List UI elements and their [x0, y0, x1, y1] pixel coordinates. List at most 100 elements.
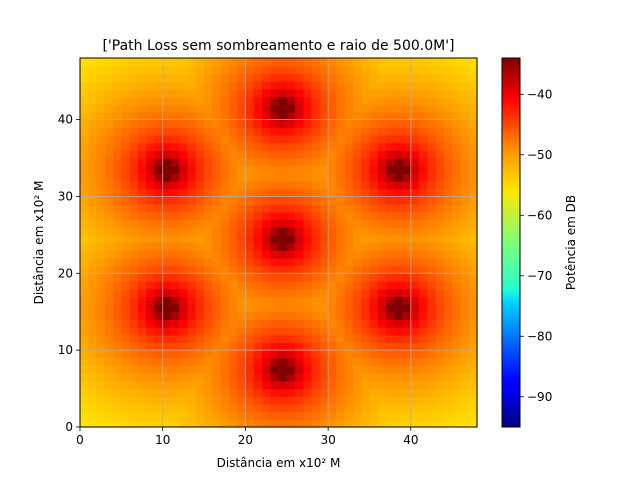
heatmap-cell [204, 280, 213, 290]
heatmap-cell [195, 373, 205, 382]
heatmap-cell [212, 296, 222, 305]
heatmap-cell [311, 211, 321, 221]
heatmap-cell [104, 334, 114, 344]
heatmap-cell [468, 396, 478, 405]
heatmap-cell [179, 250, 189, 259]
heatmap-cell [253, 173, 263, 182]
heatmap-cell [336, 173, 346, 182]
heatmap-cell [319, 411, 329, 420]
heatmap-cell [468, 65, 478, 74]
heatmap-cell [394, 403, 404, 413]
heatmap-cell [113, 81, 122, 90]
heatmap-cell [80, 357, 89, 367]
heatmap-cell [187, 265, 197, 274]
heatmap-cell [195, 357, 205, 367]
heatmap-cell [96, 104, 106, 113]
heatmap-cell [162, 165, 172, 174]
heatmap-cell [220, 219, 230, 228]
heatmap-cell [96, 173, 106, 182]
heatmap-cell [170, 365, 180, 374]
heatmap-cell [104, 134, 114, 144]
heatmap-cell [187, 296, 197, 305]
heatmap-cell [270, 96, 280, 105]
heatmap-cell [468, 134, 478, 144]
heatmap-cell [352, 211, 362, 221]
heatmap-cell [154, 304, 164, 313]
heatmap-cell [187, 219, 197, 228]
heatmap-cell [286, 81, 296, 90]
heatmap-cell [237, 373, 247, 382]
heatmap-cell [146, 388, 156, 397]
heatmap-cell [344, 380, 354, 390]
heatmap-cell [394, 342, 404, 351]
heatmap-cell [295, 411, 304, 420]
heatmap-cell [278, 396, 288, 405]
heatmap-cell [319, 219, 329, 228]
heatmap-cell [195, 380, 205, 390]
heatmap-cell [352, 234, 362, 244]
heatmap-cell [336, 234, 346, 244]
heatmap-cell [204, 88, 213, 98]
y-tick-label: 20 [58, 266, 73, 280]
heatmap-cell [253, 111, 263, 121]
heatmap-cell [427, 319, 437, 328]
heatmap-cell [270, 134, 280, 144]
heatmap-cell [137, 127, 147, 136]
heatmap-cell [369, 257, 379, 267]
heatmap-cell [137, 380, 147, 390]
heatmap-cell [319, 388, 329, 397]
heatmap-cell [212, 334, 222, 344]
heatmap-cell [386, 227, 395, 236]
heatmap-cell [270, 257, 280, 267]
heatmap-cell [88, 96, 98, 105]
heatmap-cell [452, 81, 462, 90]
heatmap-cell [179, 211, 189, 221]
heatmap-cell [113, 142, 122, 151]
heatmap-cell [295, 319, 304, 328]
heatmap-cell [410, 350, 420, 359]
heatmap-cell [303, 319, 313, 328]
heatmap-cell [443, 157, 453, 167]
heatmap-cell [286, 403, 296, 413]
heatmap-cell [352, 265, 362, 274]
heatmap-cell [452, 211, 462, 221]
heatmap-cell [468, 380, 478, 390]
heatmap-cell [377, 58, 387, 67]
heatmap-cell [179, 342, 189, 351]
heatmap-cell [460, 304, 470, 313]
heatmap-cell [187, 242, 197, 251]
heatmap-cell [278, 227, 288, 236]
heatmap-cell [377, 419, 387, 428]
heatmap-cell [253, 188, 263, 197]
heatmap-cell [237, 388, 247, 397]
heatmap-cell [386, 350, 395, 359]
heatmap-cell [146, 350, 156, 359]
heatmap-cell [286, 181, 296, 190]
heatmap-cell [402, 357, 412, 367]
heatmap-cell [328, 304, 337, 313]
heatmap-cell [195, 311, 205, 320]
heatmap-cell [220, 365, 230, 374]
heatmap-cell [154, 181, 164, 190]
heatmap-cell [212, 373, 222, 382]
heatmap-cell [336, 227, 346, 236]
heatmap-cell [220, 134, 230, 144]
heatmap-cell [204, 219, 213, 228]
heatmap-cell [344, 219, 354, 228]
heatmap-cell [146, 342, 156, 351]
heatmap-cell [352, 242, 362, 251]
heatmap-cell [253, 227, 263, 236]
heatmap-cell [245, 388, 255, 397]
heatmap-cell [377, 181, 387, 190]
heatmap-cell [328, 403, 337, 413]
heatmap-cell [195, 73, 205, 82]
heatmap-cell [179, 396, 189, 405]
heatmap-cell [104, 104, 114, 113]
y-tick-label: 0 [65, 420, 73, 434]
heatmap-cell [195, 365, 205, 374]
heatmap-cell [104, 219, 114, 228]
heatmap-cell [427, 257, 437, 267]
heatmap-cell [80, 88, 89, 98]
heatmap-cell [410, 65, 420, 74]
heatmap-cell [394, 334, 404, 344]
